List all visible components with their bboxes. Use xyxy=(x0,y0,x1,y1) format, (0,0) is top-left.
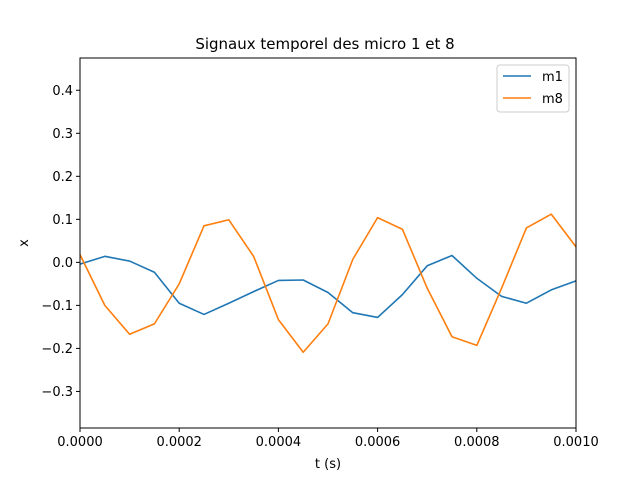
x-tick-label: 0.0010 xyxy=(553,435,599,450)
axes-frame xyxy=(79,57,577,429)
axis-ticks: 0.0000 0.0002 0.0004 0.0006 0.0008 0.0010 −0.3… xyxy=(41,84,598,450)
chart-title: Signaux temporel des micro 1 et 8 xyxy=(195,35,454,53)
series-line-m8 xyxy=(80,213,576,354)
y-tick-label: 0.3 xyxy=(52,127,73,142)
y-tick-label: 0.1 xyxy=(52,213,73,228)
x-axis-label: t (s) xyxy=(315,457,341,472)
y-tick-label: 0.4 xyxy=(52,84,73,99)
y-tick-label: 0.2 xyxy=(52,170,73,185)
x-tick-label: 0.0002 xyxy=(156,435,202,450)
y-tick-label: 0.0 xyxy=(52,256,73,271)
legend-label-m8: m8 xyxy=(542,92,563,107)
legend-label-m1: m1 xyxy=(542,70,563,85)
series-line-m1 xyxy=(80,254,576,319)
y-tick-label: −0.2 xyxy=(41,342,73,357)
x-tick-label: 0.0000 xyxy=(57,435,103,450)
plot-area xyxy=(80,213,576,354)
y-tick-label: −0.3 xyxy=(41,385,73,400)
x-tick-label: 0.0006 xyxy=(355,435,401,450)
x-tick-label: 0.0008 xyxy=(454,435,500,450)
x-tick-label: 0.0004 xyxy=(256,435,302,450)
y-tick-label: −0.1 xyxy=(41,299,73,314)
y-axis-label: x xyxy=(17,239,32,247)
